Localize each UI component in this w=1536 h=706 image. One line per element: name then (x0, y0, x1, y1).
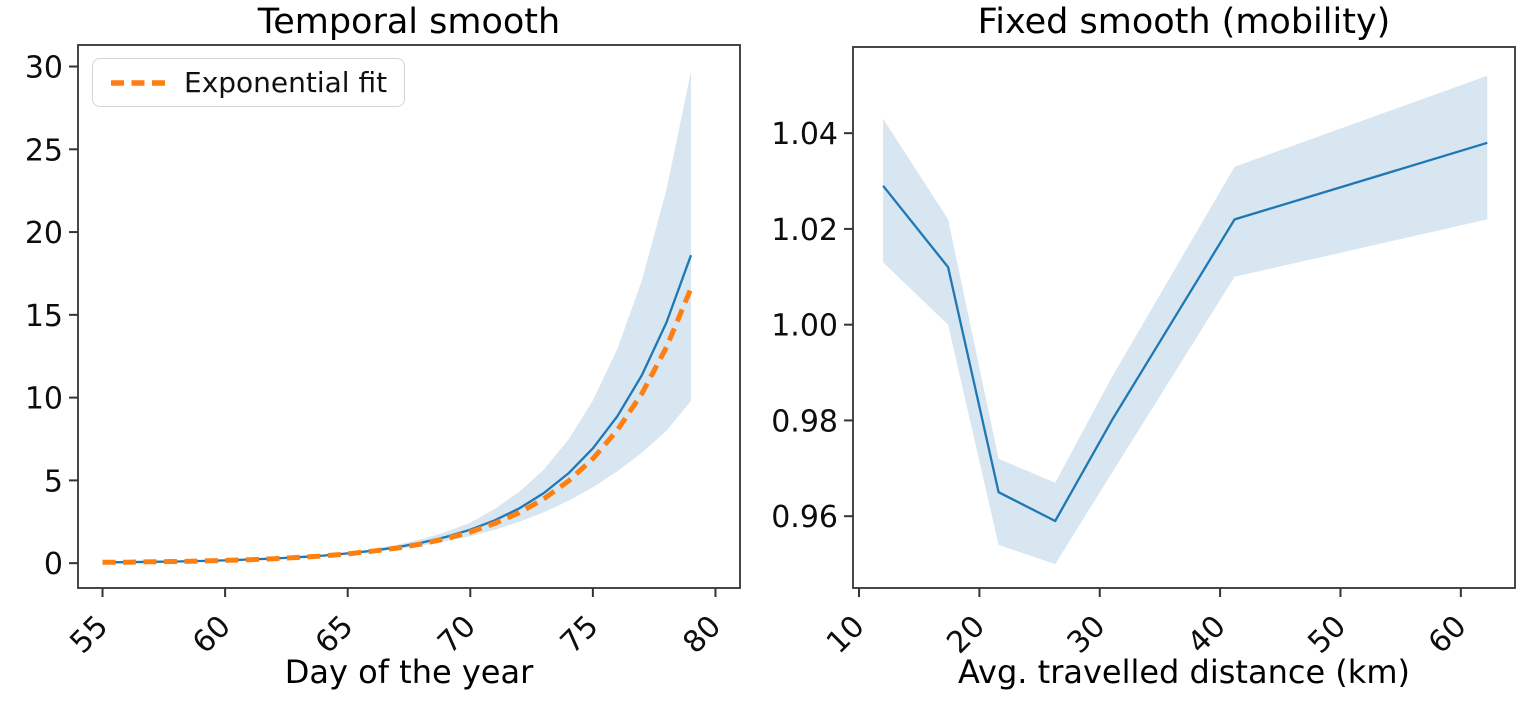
y-tick-label: 1.02 (771, 213, 838, 248)
confidence-band (102, 71, 691, 563)
y-tick-label: 0 (44, 547, 63, 582)
y-tick-label: 20 (25, 216, 63, 251)
y-tick-label: 0.98 (771, 404, 838, 439)
confidence-band (883, 75, 1488, 565)
y-tick-label: 1.04 (771, 117, 838, 152)
right-x-axis-label: Avg. travelled distance (km) (958, 653, 1410, 691)
y-tick-label: 0.96 (771, 500, 838, 535)
dashed-line-swatch-icon (111, 79, 167, 86)
y-tick-label: 5 (44, 464, 63, 499)
y-tick-label: 10 (25, 382, 63, 417)
legend-label: Exponential fit (184, 66, 388, 99)
y-tick-label: 1.00 (771, 309, 838, 344)
y-tick-label: 25 (25, 133, 63, 168)
right-chart-title: Fixed smooth (mobility) (977, 2, 1391, 42)
axes-frame (77, 44, 741, 589)
fixed-smooth-plot: 10 20 30 40 50 600.960.981.001.021.04 (771, 46, 1516, 661)
left-x-axis-label: Day of the year (284, 653, 534, 691)
y-tick-label: 15 (25, 299, 63, 334)
smooth-mean-line (882, 141, 1488, 523)
y-tick-label: 30 (25, 51, 63, 86)
left-chart-title: Temporal smooth (257, 2, 561, 42)
axes-frame (852, 46, 1516, 589)
exponential-fit-line (102, 287, 694, 565)
legend: Exponential fit (92, 58, 406, 107)
